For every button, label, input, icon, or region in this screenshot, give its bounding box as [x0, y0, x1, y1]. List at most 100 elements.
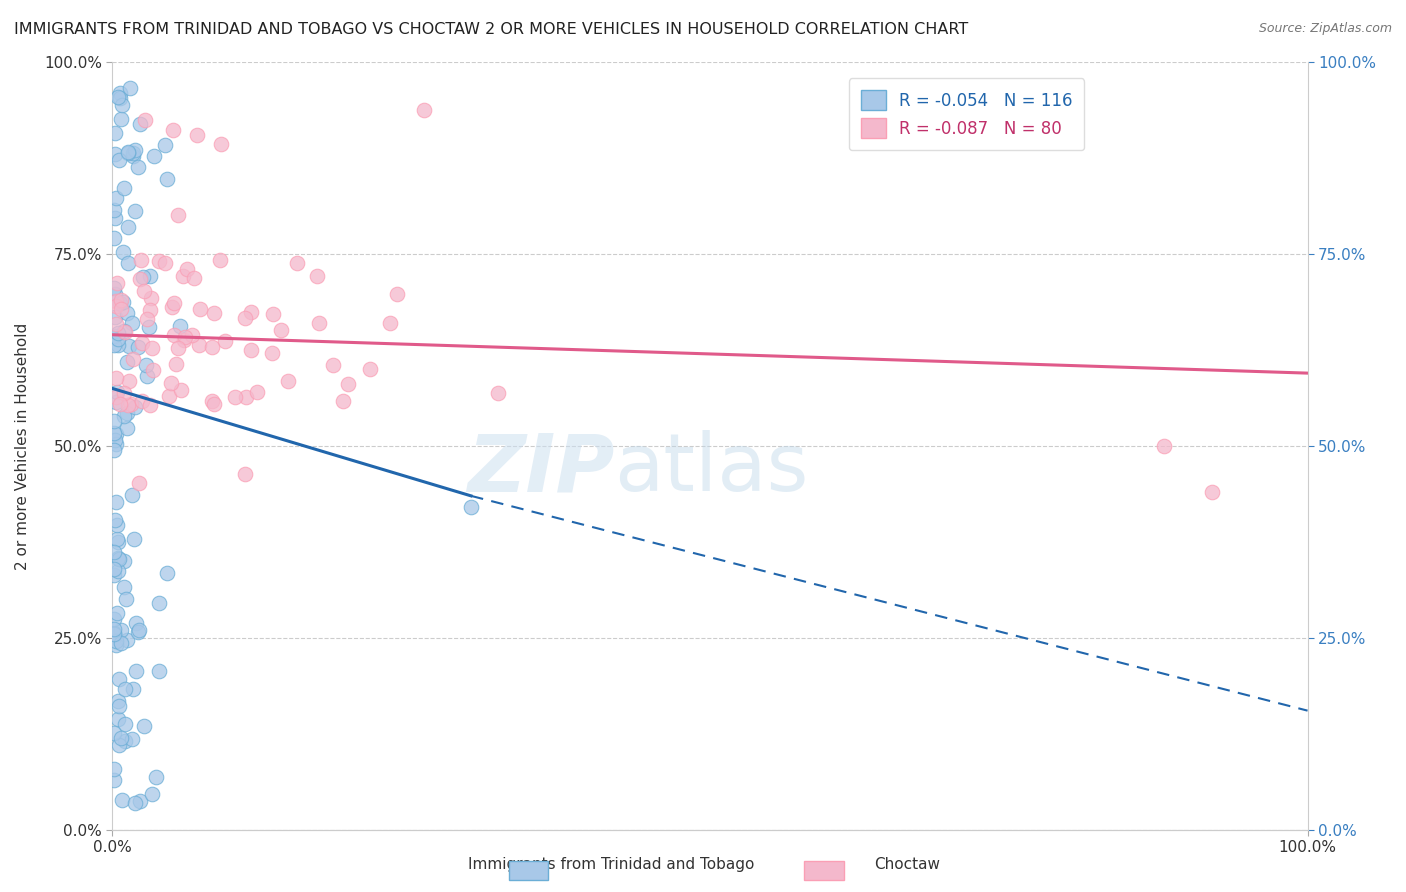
Point — [103, 329, 125, 343]
Point — [124, 796, 146, 810]
Point — [163, 296, 186, 310]
Point — [128, 476, 150, 491]
Point — [156, 172, 179, 186]
Point — [105, 427, 128, 442]
Point — [115, 633, 138, 648]
Point — [105, 370, 128, 384]
Point — [103, 310, 125, 324]
Point — [246, 385, 269, 400]
Point — [103, 413, 125, 427]
Point — [103, 567, 125, 582]
Point — [224, 390, 246, 404]
Point — [107, 551, 129, 566]
Point — [121, 351, 143, 366]
Point — [157, 389, 180, 403]
Point — [128, 624, 150, 638]
Point — [148, 664, 170, 678]
Point — [104, 395, 127, 409]
Point — [131, 336, 153, 351]
Point — [104, 211, 127, 226]
Point — [169, 318, 191, 333]
Point — [105, 299, 128, 313]
Legend: R = -0.054   N = 116, R = -0.087   N = 80: R = -0.054 N = 116, R = -0.087 N = 80 — [849, 78, 1084, 150]
Point — [104, 191, 127, 205]
Point — [103, 626, 125, 640]
Point — [121, 316, 143, 330]
Point — [118, 374, 141, 388]
Point — [1153, 439, 1175, 453]
Point — [138, 320, 160, 334]
Point — [153, 137, 176, 152]
Point — [142, 362, 165, 376]
Point — [169, 383, 191, 397]
Point — [111, 98, 134, 112]
Point — [114, 682, 136, 697]
Point — [162, 328, 184, 343]
Point — [183, 271, 205, 285]
Point — [105, 607, 128, 621]
Point — [108, 552, 131, 566]
Point — [129, 253, 152, 268]
Point — [110, 636, 132, 650]
Point — [105, 532, 128, 546]
Point — [413, 103, 436, 117]
Point — [112, 244, 135, 259]
Point — [176, 261, 198, 276]
Text: Choctaw: Choctaw — [875, 857, 939, 872]
Point — [141, 788, 163, 802]
Point — [103, 545, 125, 559]
Point — [134, 113, 156, 128]
Point — [134, 285, 156, 299]
Point — [1201, 485, 1223, 500]
Point — [115, 306, 138, 320]
Point — [103, 426, 125, 441]
Point — [124, 532, 146, 546]
Point — [103, 622, 125, 636]
Point — [120, 81, 142, 95]
Point — [235, 390, 257, 404]
Point — [107, 153, 129, 167]
Point — [166, 208, 188, 222]
Point — [110, 293, 132, 307]
Point — [201, 394, 224, 409]
Point — [270, 323, 292, 337]
Text: Source: ZipAtlas.com: Source: ZipAtlas.com — [1258, 22, 1392, 36]
Point — [235, 310, 257, 325]
Point — [104, 638, 127, 652]
Point — [188, 338, 211, 352]
Point — [112, 580, 135, 594]
Point — [486, 385, 509, 400]
Point — [103, 562, 125, 576]
Point — [172, 269, 194, 284]
Point — [103, 772, 125, 787]
Point — [107, 338, 129, 352]
Point — [209, 137, 232, 152]
Point — [104, 287, 127, 301]
Point — [112, 295, 135, 310]
Point — [124, 204, 146, 219]
Point — [107, 90, 129, 104]
Point — [181, 327, 204, 342]
Point — [114, 733, 136, 747]
Point — [110, 623, 132, 637]
Text: atlas: atlas — [614, 430, 808, 508]
Point — [105, 517, 128, 532]
Point — [110, 112, 132, 127]
Point — [105, 293, 128, 308]
Point — [202, 306, 225, 320]
Point — [115, 591, 138, 606]
Point — [107, 564, 129, 578]
Point — [131, 393, 153, 408]
Point — [186, 128, 208, 142]
Point — [103, 611, 125, 625]
Point — [208, 252, 231, 267]
Point — [132, 719, 155, 733]
Point — [135, 358, 157, 372]
Point — [385, 287, 408, 301]
Point — [141, 291, 163, 305]
Point — [108, 699, 131, 714]
Point — [105, 276, 128, 290]
Point — [240, 304, 263, 318]
Point — [139, 303, 162, 318]
Point — [124, 400, 146, 414]
